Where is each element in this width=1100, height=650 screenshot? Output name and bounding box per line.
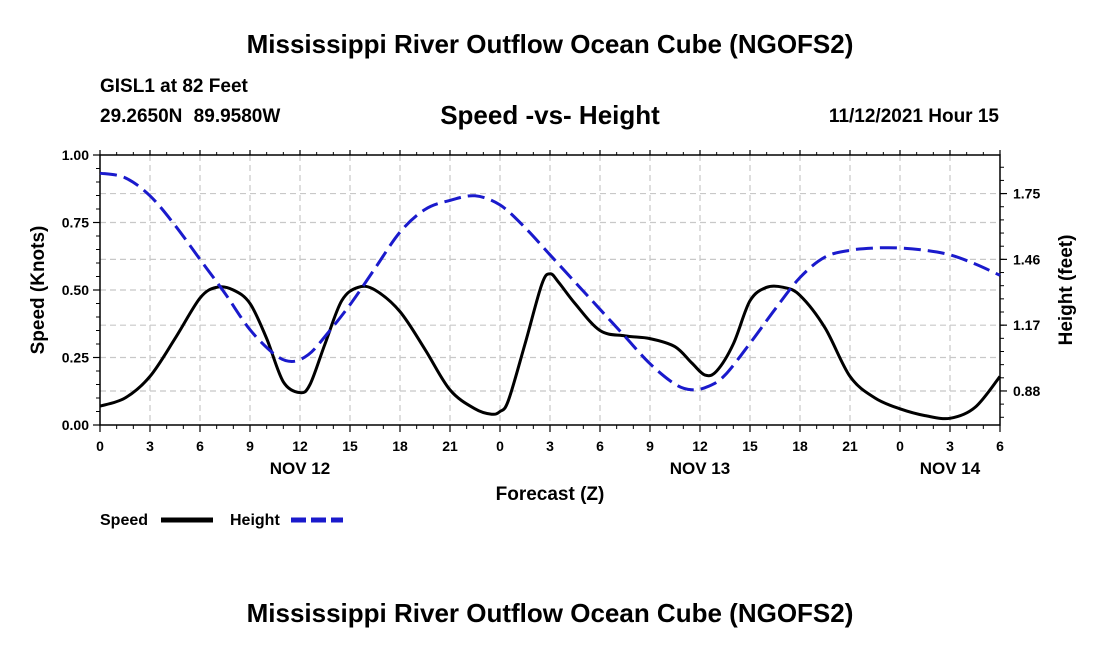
x-tick-label: 12 [692,438,708,454]
date-label: NOV 12 [270,459,330,478]
station-coordinates: 29.2650N 89.9580W [100,106,281,127]
y-tick-label: 1.00 [62,147,89,163]
chart-title: Mississippi River Outflow Ocean Cube (NG… [246,29,854,59]
forecast-datetime: 11/12/2021 Hour 15 [828,106,999,127]
x-tick-label: 15 [342,438,358,454]
y2-tick-label: 1.46 [1013,251,1040,267]
x-tick-label: 18 [792,438,808,454]
axis-ticks [93,150,1007,432]
axis-tick-labels: 0 3 6 9 12 15 18 21 0 3 6 9 12 15 18 21 0 3 6 NOV 12 NOV 13 N… [62,147,1041,478]
y2-tick-label: 0.88 [1013,383,1040,399]
x-tick-label: 9 [646,438,654,454]
x-tick-label: 15 [742,438,758,454]
height-series-line [99,171,1001,392]
x-tick-label: 9 [246,438,254,454]
chart-legend: Speed Height [100,512,343,529]
chart-subtitle: Speed -vs- Height [440,100,660,130]
x-tick-label: 3 [546,438,554,454]
date-label: NOV 13 [670,459,730,478]
y-tick-label: 0.50 [62,282,89,298]
y2-axis-label: Height (feet) [1056,235,1077,346]
repeated-chart-title: Mississippi River Outflow Ocean Cube (NG… [246,598,854,628]
chart-grid [100,155,1000,425]
y-tick-label: 0.00 [62,417,89,433]
x-tick-label: 12 [292,438,308,454]
station-label: GISL1 at 82 Feet [100,76,248,97]
x-tick-label: 3 [146,438,154,454]
x-axis-label: Forecast (Z) [496,484,605,505]
legend-height-label: Height [230,512,280,529]
y2-tick-label: 1.17 [1013,317,1040,333]
legend-speed-label: Speed [100,512,148,529]
x-tick-label: 0 [496,438,504,454]
y-axis-label: Speed (Knots) [28,226,49,355]
y-tick-label: 0.75 [62,215,89,231]
date-label: NOV 14 [920,459,981,478]
x-tick-label: 21 [842,438,858,454]
x-tick-label: 0 [896,438,904,454]
x-tick-label: 6 [996,438,1004,454]
y-tick-label: 0.25 [62,350,89,366]
data-series [99,171,1002,421]
speed-series-line [99,272,1002,421]
y2-tick-label: 1.75 [1013,186,1040,202]
x-tick-label: 3 [946,438,954,454]
x-tick-label: 6 [596,438,604,454]
x-tick-label: 6 [196,438,204,454]
x-tick-label: 18 [392,438,408,454]
x-tick-label: 0 [96,438,104,454]
x-tick-label: 21 [442,438,458,454]
